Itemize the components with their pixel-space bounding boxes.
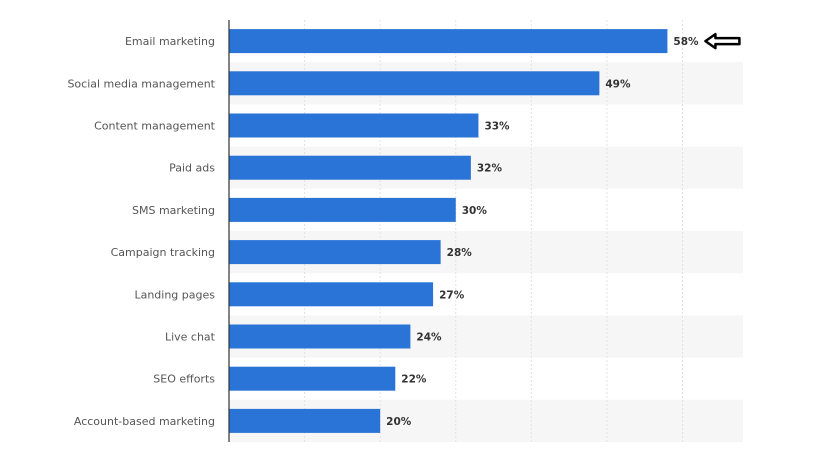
category-label: Email marketing (125, 35, 215, 48)
data-label: 20% (386, 416, 412, 428)
bar (229, 240, 441, 265)
data-label: 33% (484, 121, 510, 133)
data-label: 28% (447, 247, 473, 259)
data-label: 27% (439, 289, 465, 301)
data-label: 32% (477, 163, 503, 175)
category-label: SMS marketing (132, 204, 215, 217)
category-label: Campaign tracking (111, 246, 215, 259)
data-label: 30% (462, 205, 488, 217)
data-label: 58% (673, 36, 699, 48)
bar (229, 71, 600, 96)
data-label: 49% (605, 78, 631, 90)
bar (229, 366, 396, 391)
data-label: 24% (416, 332, 442, 344)
category-label: Live chat (165, 331, 216, 344)
left-arrow-icon (704, 32, 741, 50)
bar (229, 113, 479, 138)
bar (229, 408, 381, 433)
bar (229, 155, 471, 180)
bar (229, 282, 434, 307)
category-label: Content management (94, 120, 216, 133)
category-label: Paid ads (169, 162, 215, 175)
data-label: 22% (401, 374, 427, 386)
bar (229, 29, 668, 54)
bar (229, 197, 456, 222)
category-label: SEO efforts (153, 373, 215, 386)
category-label: Social media management (67, 77, 215, 90)
category-label: Landing pages (134, 288, 215, 301)
category-label: Account-based marketing (74, 415, 215, 428)
bar (229, 324, 411, 349)
